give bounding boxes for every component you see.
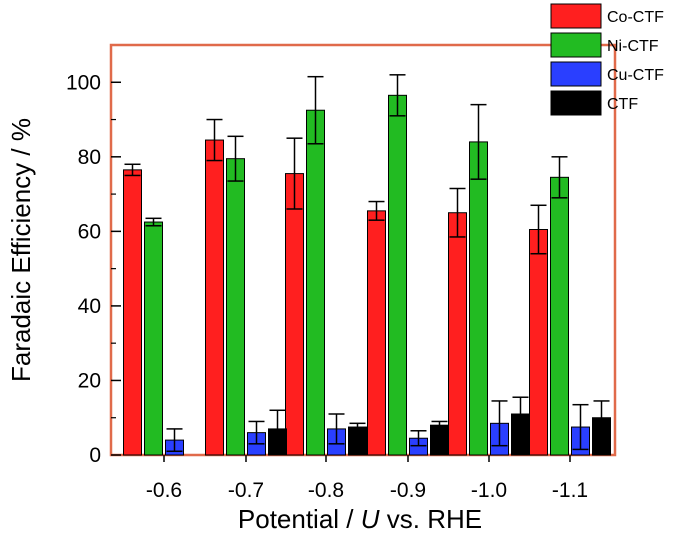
y-tick-label: 100 [66,71,101,94]
bar [469,141,488,456]
legend-swatch [550,61,602,87]
y-tick-label: 20 [78,369,101,392]
x-axis: -0.6 -0.7 -0.8 -0.9 -1.0 -1.1 [146,455,588,502]
x-tick-label: -0.8 [308,479,344,502]
bar [529,229,548,456]
bar [123,169,142,456]
bar [285,173,304,456]
bar [144,221,163,456]
x-tick-label: -0.7 [228,479,264,502]
bar [367,210,386,456]
bar [448,212,467,456]
x-axis-title-suffix: vs. RHE [380,504,483,534]
x-tick-label: -1.1 [552,479,588,502]
legend-label: Co-CTF [607,9,664,26]
x-tick-label: -0.6 [146,479,182,502]
legend-swatch [550,90,602,116]
legend-label: Ni-CTF [607,38,659,55]
x-axis-title: Potential / U vs. RHE [238,504,482,534]
y-axis: 0 20 40 60 80 100 [66,71,121,467]
bars-layer [123,74,611,456]
legend: Co-CTF Ni-CTF Cu-CTF CTF [550,3,664,116]
legend-label: Cu-CTF [607,67,664,84]
x-tick-label: -0.9 [390,479,426,502]
y-tick-label: 80 [78,146,101,169]
legend-swatch [550,3,602,29]
y-tick-label: 0 [89,444,101,467]
bar [550,176,569,456]
bar [306,109,325,456]
y-axis-title: Faradaic Efficiency / % [6,118,36,382]
x-axis-title-prefix: Potential / [238,504,361,534]
y-tick-label: 40 [78,295,101,318]
legend-label: CTF [607,96,638,113]
y-tick-label: 60 [78,220,101,243]
bar [205,139,224,456]
legend-swatch [550,32,602,58]
bar [388,94,407,456]
bar [226,158,245,456]
x-axis-title-variable: U [361,504,380,534]
x-tick-label: -1.0 [471,479,507,502]
